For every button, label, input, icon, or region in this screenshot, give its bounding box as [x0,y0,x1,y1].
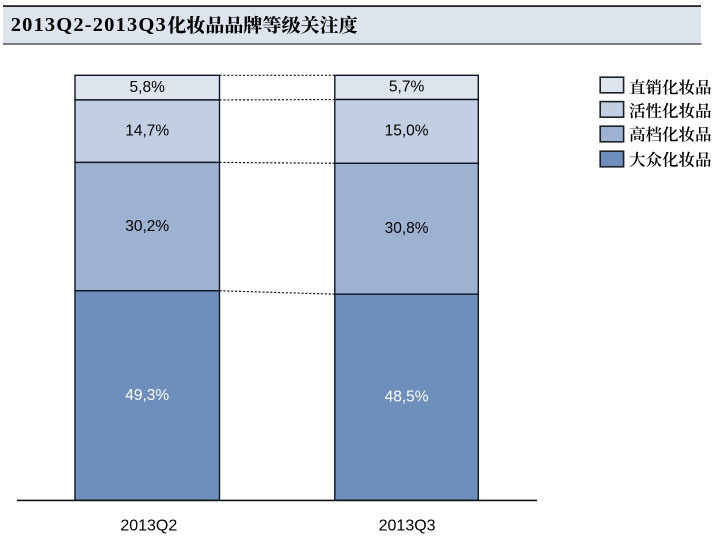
svg-text:2013Q2-2013Q3: 2013Q2-2013Q3 [11,14,167,36]
svg-text:15,0%: 15,0% [385,123,429,140]
svg-text:5,8%: 5,8% [130,79,166,96]
svg-text:2013Q2: 2013Q2 [120,518,177,535]
svg-text:48,5%: 48,5% [385,389,429,406]
svg-text:14,7%: 14,7% [125,122,169,139]
svg-text:30,2%: 30,2% [125,218,169,235]
svg-text:30,8%: 30,8% [385,220,429,237]
svg-text:49,3%: 49,3% [125,387,169,404]
svg-text:5,7%: 5,7% [389,79,425,96]
svg-text:2013Q3: 2013Q3 [379,518,436,535]
